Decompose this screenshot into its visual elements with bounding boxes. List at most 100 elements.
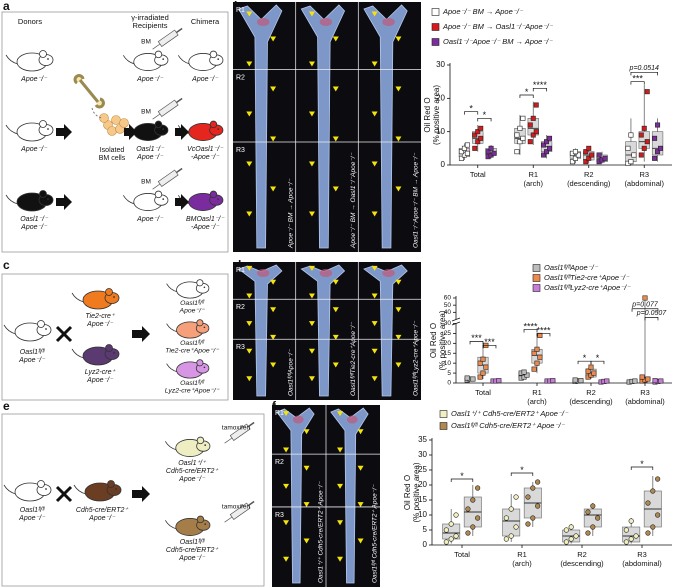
significance-bracket [482, 344, 497, 349]
significance-label: * [483, 110, 487, 120]
data-point [585, 530, 591, 536]
syringe-needle [152, 113, 161, 120]
lesion-marker [246, 61, 253, 67]
lesion-marker [395, 36, 402, 42]
label: Apoe⁻/⁻ [179, 307, 206, 314]
data-point [602, 155, 608, 161]
lesion-marker [371, 376, 378, 382]
mouse-tail [122, 55, 135, 65]
legend-swatch [431, 8, 440, 16]
lesion-marker [332, 362, 339, 368]
mouse-icon [166, 359, 210, 379]
lesion-marker [283, 447, 290, 453]
data-point [503, 536, 509, 542]
data-point [655, 149, 661, 155]
lesion-marker [308, 161, 315, 167]
mouse-icon [177, 50, 224, 71]
data-point [652, 155, 658, 161]
y-tick-label: 15 [418, 495, 427, 504]
label: Apoe⁻/⁻ [136, 76, 164, 83]
data-point [632, 378, 638, 384]
significance-label: **** [536, 325, 551, 335]
mouse-icon [71, 344, 120, 366]
mouse-ear [154, 120, 163, 129]
data-point [583, 159, 589, 165]
data-point [644, 89, 650, 95]
data-point [464, 150, 470, 156]
label: Oasl1ᶠˡ/ᶠˡ [20, 349, 46, 356]
mouse-icon [122, 190, 169, 211]
y-tick-label: 50 [444, 302, 452, 309]
lesion-marker [308, 61, 315, 67]
mouse-tail [5, 194, 19, 205]
data-point [465, 530, 471, 536]
mouse-eye [113, 296, 115, 298]
sample-label: Apoe⁻/⁻ BM → Oasl1⁻/⁻Apoe⁻/⁻ [350, 152, 357, 249]
lesion-marker [308, 111, 315, 117]
lesion-marker [246, 161, 253, 167]
label: Chimera [191, 17, 220, 26]
lesion-marker [357, 429, 364, 435]
panel-letter: c [3, 258, 10, 272]
mouse-icon [177, 190, 224, 211]
data-point [572, 377, 578, 383]
arrow [132, 326, 150, 342]
significance-label: * [640, 459, 644, 469]
data-point [628, 159, 634, 165]
data-point [488, 145, 494, 151]
data-point [638, 132, 644, 138]
label: -Apoe⁻/⁻ [191, 154, 220, 161]
significance-bracket [464, 111, 479, 115]
significance-label: *** [632, 74, 643, 84]
mouse-tail [164, 520, 177, 530]
sample-label: Oasl1ᶠˡ/ᶠˡApoe⁻/⁻ [287, 349, 294, 396]
x-tick-label: (arch) [527, 397, 547, 406]
data-point [623, 527, 629, 533]
label: tamoxifen [222, 504, 251, 511]
data-point [588, 364, 594, 370]
data-point [443, 527, 449, 533]
data-point [652, 378, 658, 384]
data-point [655, 512, 661, 518]
label: Apoe⁻/⁻ [136, 216, 164, 223]
mouse-eye [162, 128, 165, 131]
data-point [458, 155, 464, 161]
significance-label: * [525, 87, 529, 97]
data-point [544, 149, 550, 155]
data-point [517, 125, 523, 131]
x-tick-label: R2 [577, 550, 587, 559]
mouse-tail [166, 283, 178, 293]
mouse-tail [122, 195, 135, 205]
data-point [531, 366, 537, 372]
mouse-eye [204, 444, 207, 447]
lesion-marker [332, 279, 339, 285]
lesion-marker [371, 321, 378, 327]
lesion-marker [270, 136, 277, 142]
data-point [503, 515, 509, 521]
legend-swatch [431, 23, 440, 31]
syringe-plunger [175, 97, 183, 104]
data-point [631, 152, 637, 158]
mouse-tail [73, 484, 87, 495]
y-tick-label: 0 [423, 540, 428, 549]
arrow [56, 124, 72, 140]
region-label: R1 [236, 7, 245, 14]
data-point [585, 509, 591, 515]
lesion-marker [303, 502, 310, 508]
lesion-marker [283, 411, 290, 417]
mouse-eye [217, 128, 220, 131]
lesion-marker [395, 136, 402, 142]
data-point [575, 152, 581, 158]
lesion-marker [395, 279, 402, 285]
data-point [547, 135, 553, 141]
data-point [652, 135, 658, 141]
mouse-icon [3, 320, 52, 342]
data-point [655, 476, 661, 482]
legend-swatch [532, 284, 541, 292]
data-point [477, 360, 483, 366]
x-tick-label: R3 [639, 170, 649, 179]
mouse-tail [5, 124, 19, 135]
label: Apoe⁻/⁻ [20, 146, 48, 153]
lesion-marker [283, 520, 290, 526]
mouse-icon [5, 50, 54, 72]
